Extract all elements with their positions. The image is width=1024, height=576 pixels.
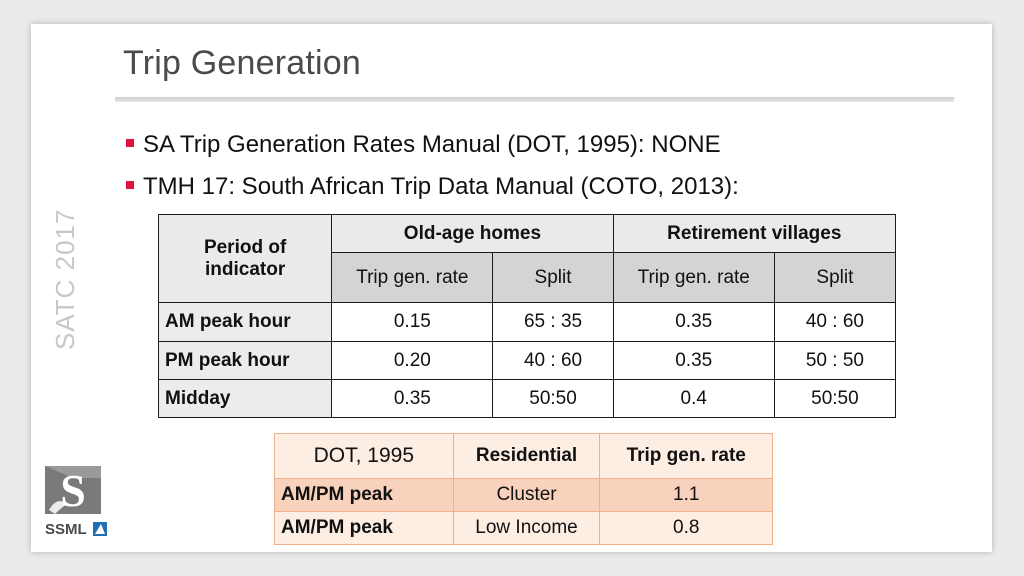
title-divider (115, 97, 954, 102)
sub-header: Trip gen. rate (331, 252, 494, 303)
dot-1995-table: DOT, 1995 Residential Trip gen. rate AM/… (274, 433, 773, 545)
bullet-list: SA Trip Generation Rates Manual (DOT, 19… (126, 124, 739, 208)
table-cell: 0.4 (612, 379, 775, 418)
bullet-item: SA Trip Generation Rates Manual (DOT, 19… (126, 124, 739, 166)
table-cell: 1.1 (599, 478, 773, 512)
table-cell: 40 : 60 (492, 341, 614, 380)
group-header-old-age-homes: Old-age homes (331, 214, 614, 253)
row-label: AM peak hour (157, 302, 333, 342)
table-cell: 0.35 (612, 302, 775, 342)
side-label: SATC 2017 (50, 208, 80, 350)
bullet-square-icon (126, 139, 134, 147)
row-label: AM/PM peak (274, 511, 454, 545)
table-cell: 0.15 (331, 302, 494, 342)
ssml-logo-icon: S SSML (45, 465, 107, 538)
table-row: AM peak hour 0.15 65 : 35 0.35 40 : 60 (157, 302, 897, 342)
ssml-logo: S SSML (43, 464, 109, 549)
bullet-text: TMH 17: South African Trip Data Manual (… (143, 173, 739, 200)
slide-title: Trip Generation (123, 44, 361, 82)
sub-header: Split (773, 252, 897, 303)
table-cell: 65 : 35 (492, 302, 614, 342)
row-label: Midday (157, 379, 333, 418)
residential-header: Residential (452, 433, 601, 479)
bullet-text: SA Trip Generation Rates Manual (DOT, 19… (143, 131, 721, 158)
table-cell: 0.8 (599, 511, 773, 545)
logo-text: SSML (45, 521, 87, 538)
table-cell: 0.20 (331, 341, 494, 380)
bullet-item: TMH 17: South African Trip Data Manual (… (126, 166, 739, 208)
trip-data-table: Period of indicator Old-age homes Retire… (157, 214, 897, 418)
table-cell: 0.35 (612, 341, 775, 380)
table-cell: 50 : 50 (773, 341, 897, 380)
row-label: AM/PM peak (274, 478, 454, 512)
group-header-retirement-villages: Retirement villages (612, 214, 897, 253)
trip-gen-rate-header: Trip gen. rate (599, 433, 773, 479)
table-row: AM/PM peak Low Income 0.8 (274, 511, 773, 545)
sub-header: Split (492, 252, 614, 303)
table-cell: Cluster (452, 478, 601, 512)
period-header: Period of indicator (157, 214, 333, 303)
table-cell: 50:50 (492, 379, 614, 418)
row-label: PM peak hour (157, 341, 333, 380)
bullet-square-icon (126, 181, 134, 189)
table-row: Midday 0.35 50:50 0.4 50:50 (157, 379, 897, 418)
table-cell: 40 : 60 (773, 302, 897, 342)
table-cell: 0.35 (331, 379, 494, 418)
logo-letter: S (60, 465, 86, 516)
table-cell: Low Income (452, 511, 601, 545)
slide: Trip Generation SA Trip Generation Rates… (31, 24, 992, 552)
table-row: AM/PM peak Cluster 1.1 (274, 478, 773, 512)
sub-header: Trip gen. rate (612, 252, 775, 303)
dot-header: DOT, 1995 (274, 433, 454, 479)
table-row: PM peak hour 0.20 40 : 60 0.35 50 : 50 (157, 341, 897, 380)
table-cell: 50:50 (773, 379, 897, 418)
